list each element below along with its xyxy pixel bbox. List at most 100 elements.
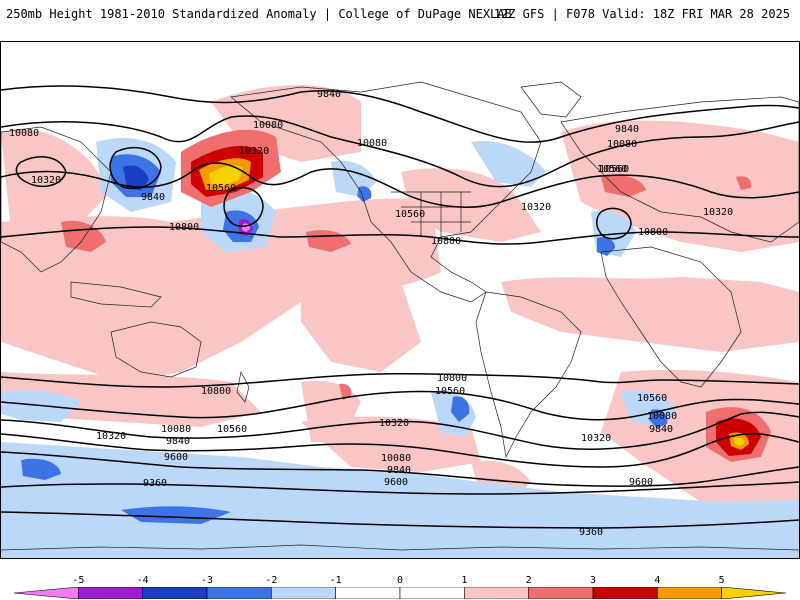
anomaly-area — [121, 506, 231, 524]
anomaly-area — [123, 165, 149, 190]
contour-label: 10560 — [435, 386, 465, 397]
contour-label: 10080 — [647, 411, 677, 422]
contour-line — [1, 451, 799, 487]
contour-label: 9840 — [649, 424, 673, 435]
contour-label: 10800 — [638, 227, 668, 238]
contour-line — [1, 162, 799, 208]
colorbar-segment — [206, 587, 272, 599]
anomaly-area — [649, 409, 668, 428]
contour-label: 10560 — [217, 424, 247, 435]
anomaly-area — [734, 437, 745, 446]
colorbar-tick-label: -5 — [72, 575, 85, 586]
contour-label: 10800 — [169, 222, 199, 233]
contour-label: 10320 — [239, 146, 269, 157]
header: 250mb Height 1981-2010 Standardized Anom… — [0, 0, 800, 30]
colorbar-tick-label: -1 — [329, 575, 342, 586]
coastline-new-zealand — [236, 370, 250, 403]
contour-label: 10080 — [381, 453, 411, 464]
contour-label: 10320 — [581, 433, 611, 444]
contour-label: 10560 — [599, 164, 629, 175]
contour-label: 9360 — [579, 527, 603, 538]
contour-label: 10560 — [206, 183, 236, 194]
colorbar-tick-label: 0 — [396, 575, 404, 586]
contour-label: 10320 — [31, 175, 61, 186]
contour-line — [1, 511, 799, 529]
anomaly-area — [736, 176, 752, 190]
colorbar-segment — [399, 587, 465, 599]
anomaly-area — [21, 458, 61, 480]
anomaly-area — [357, 186, 372, 202]
contour-label: 9600 — [629, 477, 653, 488]
colorbar-tick-label: 3 — [589, 575, 597, 586]
contour-label: 10320 — [379, 418, 409, 429]
contour-line — [1, 85, 799, 143]
coastline-australia — [110, 321, 202, 378]
colorbar-segment — [721, 587, 787, 599]
contour-labels: 9840 10080 10320 9840 10080 10320 10560 … — [9, 89, 733, 538]
contour-label: 10560 — [597, 164, 627, 175]
contour-line — [1, 373, 799, 388]
colorbar-tick-label: 1 — [461, 575, 468, 586]
coastline-europe-asia — [560, 96, 799, 243]
contour-closed-low — [223, 186, 264, 228]
colorbar-segment — [657, 587, 722, 599]
map-panel[interactable]: 9840 10080 10320 9840 10080 10320 10560 … — [0, 41, 800, 559]
anomaly-area — [501, 277, 799, 352]
contour-closed-low — [109, 146, 162, 190]
anomaly-area — [1, 129, 111, 242]
coastline-greenland — [520, 81, 582, 118]
contour-label: 10080 — [9, 128, 39, 139]
colorbar: -5 -4 -3 -2 -1 0 1 2 3 4 5 — [0, 570, 800, 600]
height-contours — [1, 85, 799, 529]
contour-label: 9840 — [166, 436, 190, 447]
anomaly-area — [601, 175, 646, 197]
contour-label: 10080 — [607, 139, 637, 150]
state-boundaries — [391, 191, 481, 237]
coastline-north-america — [230, 81, 542, 303]
contour-label: 9360 — [143, 478, 167, 489]
coastline-indonesia — [70, 281, 162, 308]
colorbar-segment — [592, 587, 658, 599]
contour-label: 10080 — [357, 138, 387, 149]
contour-label: 10800 — [437, 373, 467, 384]
contour-label: 9840 — [387, 465, 411, 476]
colorbar-segment — [13, 587, 79, 599]
coastlines — [1, 81, 799, 551]
contour-label: 9600 — [164, 452, 188, 463]
contour-line — [1, 432, 799, 468]
map-title: 250mb Height 1981-2010 Standardized Anom… — [6, 7, 512, 21]
colorbar-segment — [271, 587, 336, 599]
contour-label: 9840 — [141, 192, 165, 203]
contour-line — [1, 226, 799, 245]
contour-label: 10560 — [395, 209, 425, 220]
contour-closed-high — [15, 156, 67, 188]
contour-label: 10320 — [96, 431, 126, 442]
contour-label: 10080 — [161, 424, 191, 435]
contour-line — [1, 411, 799, 451]
coastline-south-america — [475, 291, 582, 459]
contour-label: 10800 — [431, 236, 461, 247]
contour-closed-low — [596, 207, 632, 240]
colorbar-tick-label: -4 — [136, 575, 149, 586]
anomaly-area — [301, 416, 481, 472]
colorbar-strip — [13, 587, 787, 599]
anomaly-area — [209, 165, 243, 186]
colorbar-tick-label: 4 — [654, 575, 661, 586]
map-canvas: 9840 10080 10320 9840 10080 10320 10560 … — [1, 81, 799, 558]
colorbar-segment — [464, 587, 529, 599]
anomaly-shading-positive-strong — [61, 129, 771, 462]
anomaly-area — [1, 442, 799, 558]
contour-label: 9600 — [384, 477, 408, 488]
anomaly-area — [339, 383, 352, 400]
colorbar-tick-label: -3 — [200, 575, 214, 586]
colorbar-tick-label: -2 — [265, 575, 278, 586]
colorbar-segment — [528, 587, 594, 599]
colorbar-segment — [142, 587, 208, 599]
contour-label: 10800 — [201, 386, 231, 397]
contour-line — [1, 390, 799, 421]
colorbar-segment — [78, 587, 143, 599]
contour-label: 10320 — [703, 207, 733, 218]
contour-label: 10320 — [521, 202, 551, 213]
model-run-info: 12Z GFS | F078 Valid: 18Z FRI MAR 28 202… — [493, 7, 790, 21]
colorbar-segment — [335, 587, 401, 599]
